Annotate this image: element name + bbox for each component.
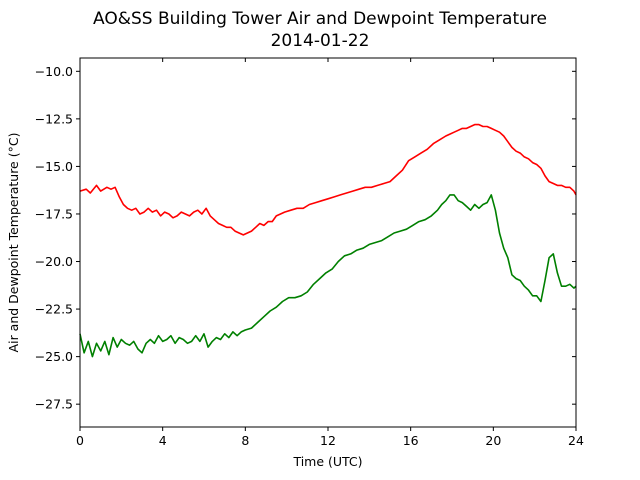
y-tick-label: −17.5	[35, 206, 73, 221]
x-tick-label: 12	[320, 433, 336, 448]
series-line-0	[79, 123, 577, 236]
y-tick-label: −27.5	[35, 397, 73, 412]
x-tick-label: 8	[241, 433, 249, 448]
y-tick-label: −25.0	[35, 349, 73, 364]
chart-title: AO&SS Building Tower Air and Dewpoint Te…	[93, 9, 547, 29]
y-tick-label: −15.0	[35, 159, 73, 174]
x-tick-label: 16	[403, 433, 419, 448]
x-tick-label: 20	[485, 433, 501, 448]
y-tick-label: −12.5	[35, 111, 73, 126]
x-tick-label: 4	[159, 433, 167, 448]
x-tick-label: 24	[568, 433, 584, 448]
chart-subtitle: 2014-01-22	[271, 31, 370, 51]
y-tick-label: −22.5	[35, 302, 73, 317]
x-axis: 0 4 8 12 16 20 24	[76, 58, 584, 448]
series-line-1	[79, 194, 577, 358]
y-axis-label: Air and Dewpoint Temperature (°C)	[6, 133, 21, 353]
series-layer	[79, 123, 577, 358]
y-tick-label: −10.0	[35, 64, 73, 79]
x-axis-label: Time (UTC)	[292, 454, 362, 469]
y-axis: −10.0 −12.5 −15.0 −17.5 −20.0 −22.5 −25.0 −27.5	[35, 64, 576, 412]
x-tick-label: 0	[76, 433, 84, 448]
y-tick-label: −20.0	[35, 254, 73, 269]
